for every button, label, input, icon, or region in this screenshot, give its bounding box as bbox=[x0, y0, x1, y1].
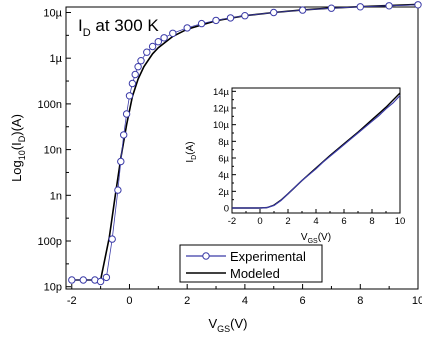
main-experimental-point bbox=[114, 186, 122, 194]
annotation-main: I bbox=[78, 16, 83, 35]
main-experimental-point bbox=[128, 79, 137, 88]
main-series-layer bbox=[68, 1, 422, 286]
main-experimental-point bbox=[385, 2, 393, 10]
main-experimental-point bbox=[117, 157, 125, 166]
inset-y-tick-label: 2µ bbox=[218, 187, 229, 198]
main-y-tick-label: 1µ bbox=[50, 53, 63, 65]
main-experimental-point bbox=[122, 110, 131, 118]
main-ylabel-sub2: D bbox=[17, 135, 27, 142]
main-plot-frame bbox=[65, 6, 419, 290]
main-experimental-point bbox=[414, 1, 422, 9]
legend-experimental-label: Experimental bbox=[230, 249, 306, 264]
inset-ylabel-rest: (A) bbox=[185, 141, 196, 154]
main-ylabel-pre: Log bbox=[9, 160, 24, 182]
main-experimental-point bbox=[120, 131, 128, 139]
main-experimental-point bbox=[125, 92, 134, 100]
inset-x-tick-label: 0 bbox=[257, 216, 262, 227]
main-x-tick-label: 0 bbox=[126, 295, 132, 307]
main-experimental-point bbox=[327, 4, 336, 12]
legend-modeled-label: Modeled bbox=[230, 266, 280, 281]
main-experimental-point bbox=[137, 57, 145, 65]
inset-series-experimental-line bbox=[232, 95, 401, 209]
annotation-rest: at 300 K bbox=[91, 16, 160, 35]
inset-y-tick-label: 12µ bbox=[213, 104, 230, 115]
main-y-tick-label: 10µ bbox=[43, 7, 62, 19]
inset-x-tick-label: -2 bbox=[228, 216, 236, 227]
main-experimental-point bbox=[241, 12, 249, 20]
main-y-axis-label: Log10(ID)(A) bbox=[9, 114, 27, 182]
inset-x-tick-label: 6 bbox=[341, 216, 346, 227]
inset-y-tick-label: 4µ bbox=[218, 170, 229, 181]
inset-series-layer bbox=[232, 92, 401, 209]
main-experimental-point bbox=[148, 42, 157, 51]
inset-background bbox=[232, 88, 400, 213]
inset-ylabel-sub: D bbox=[191, 155, 198, 160]
main-experimental-point bbox=[154, 38, 163, 46]
inset-ylabel-main: I bbox=[185, 160, 196, 163]
main-x-tick-label: 6 bbox=[300, 295, 306, 307]
inset-x-tick-label: 2 bbox=[285, 216, 290, 227]
legend-experimental-marker bbox=[202, 252, 210, 260]
main-x-tick-label: 10 bbox=[412, 295, 422, 307]
inset-y-tick-label: 0 bbox=[224, 204, 229, 215]
inset-y-tick-label: 10µ bbox=[213, 120, 230, 131]
inset-xlabel-sub: GS bbox=[308, 238, 318, 245]
main-ylabel-sub1: 10 bbox=[17, 150, 27, 160]
main-experimental-point bbox=[131, 70, 139, 79]
main-ylabel-mid: (I bbox=[9, 142, 24, 150]
main-y-tick-label: 100n bbox=[38, 99, 62, 111]
main-experimental-point bbox=[108, 235, 116, 243]
main-experimental-point bbox=[356, 3, 364, 11]
main-experimental-point bbox=[160, 34, 168, 42]
main-annotation: ID at 300 K bbox=[78, 16, 159, 39]
main-y-tick-label: 100p bbox=[38, 236, 62, 248]
main-experimental-point bbox=[183, 24, 191, 32]
main-experimental-point bbox=[102, 273, 111, 282]
main-xlabel-sub: GS bbox=[217, 324, 230, 334]
inset-xlabel-rest: (V) bbox=[318, 232, 331, 243]
main-y-tick-label: 1n bbox=[50, 190, 62, 202]
main-x-tick-label: 2 bbox=[184, 295, 190, 307]
main-xlabel-main: V bbox=[208, 316, 217, 331]
legend-box bbox=[179, 244, 323, 283]
main-experimental-point bbox=[212, 16, 220, 25]
main-x-tick-label: 8 bbox=[357, 295, 363, 307]
annotation-subscript: D bbox=[83, 27, 91, 39]
main-y-tick-label: 10p bbox=[44, 282, 62, 294]
inset-y-axis-label: ID(A) bbox=[185, 141, 198, 162]
main-xlabel-rest: (V) bbox=[230, 316, 247, 331]
main-x-tick-label: -2 bbox=[67, 295, 77, 307]
inset-x-axis-label: VGS(V) bbox=[301, 232, 331, 245]
inset-xlabel-main: V bbox=[301, 232, 308, 243]
inset-x-tick-label: 10 bbox=[395, 216, 406, 227]
main-experimental-point bbox=[197, 19, 206, 28]
main-y-tick-label: 10n bbox=[44, 145, 62, 157]
legend: Experimental Modeled bbox=[179, 244, 323, 283]
inset-y-tick-label: 8µ bbox=[218, 137, 229, 148]
main-experimental-point bbox=[226, 14, 235, 22]
inset-y-tick-label: 14µ bbox=[213, 87, 230, 98]
main-x-axis-label: VGS(V) bbox=[208, 316, 247, 334]
main-experimental-point bbox=[79, 276, 88, 284]
main-experimental-point bbox=[270, 8, 278, 17]
main-experimental-point bbox=[134, 62, 142, 71]
main-x-tick-label: 4 bbox=[242, 295, 248, 307]
inset-x-tick-label: 4 bbox=[313, 216, 318, 227]
main-experimental-point bbox=[169, 29, 177, 37]
main-experimental-point bbox=[143, 48, 151, 56]
inset-y-tick-label: 6µ bbox=[218, 154, 229, 165]
main-experimental-point bbox=[298, 6, 307, 14]
main-experimental-point bbox=[68, 276, 76, 284]
main-ylabel-post: )(A) bbox=[9, 114, 24, 136]
main-experimental-point bbox=[96, 277, 105, 286]
inset-x-tick-label: 8 bbox=[369, 216, 374, 227]
